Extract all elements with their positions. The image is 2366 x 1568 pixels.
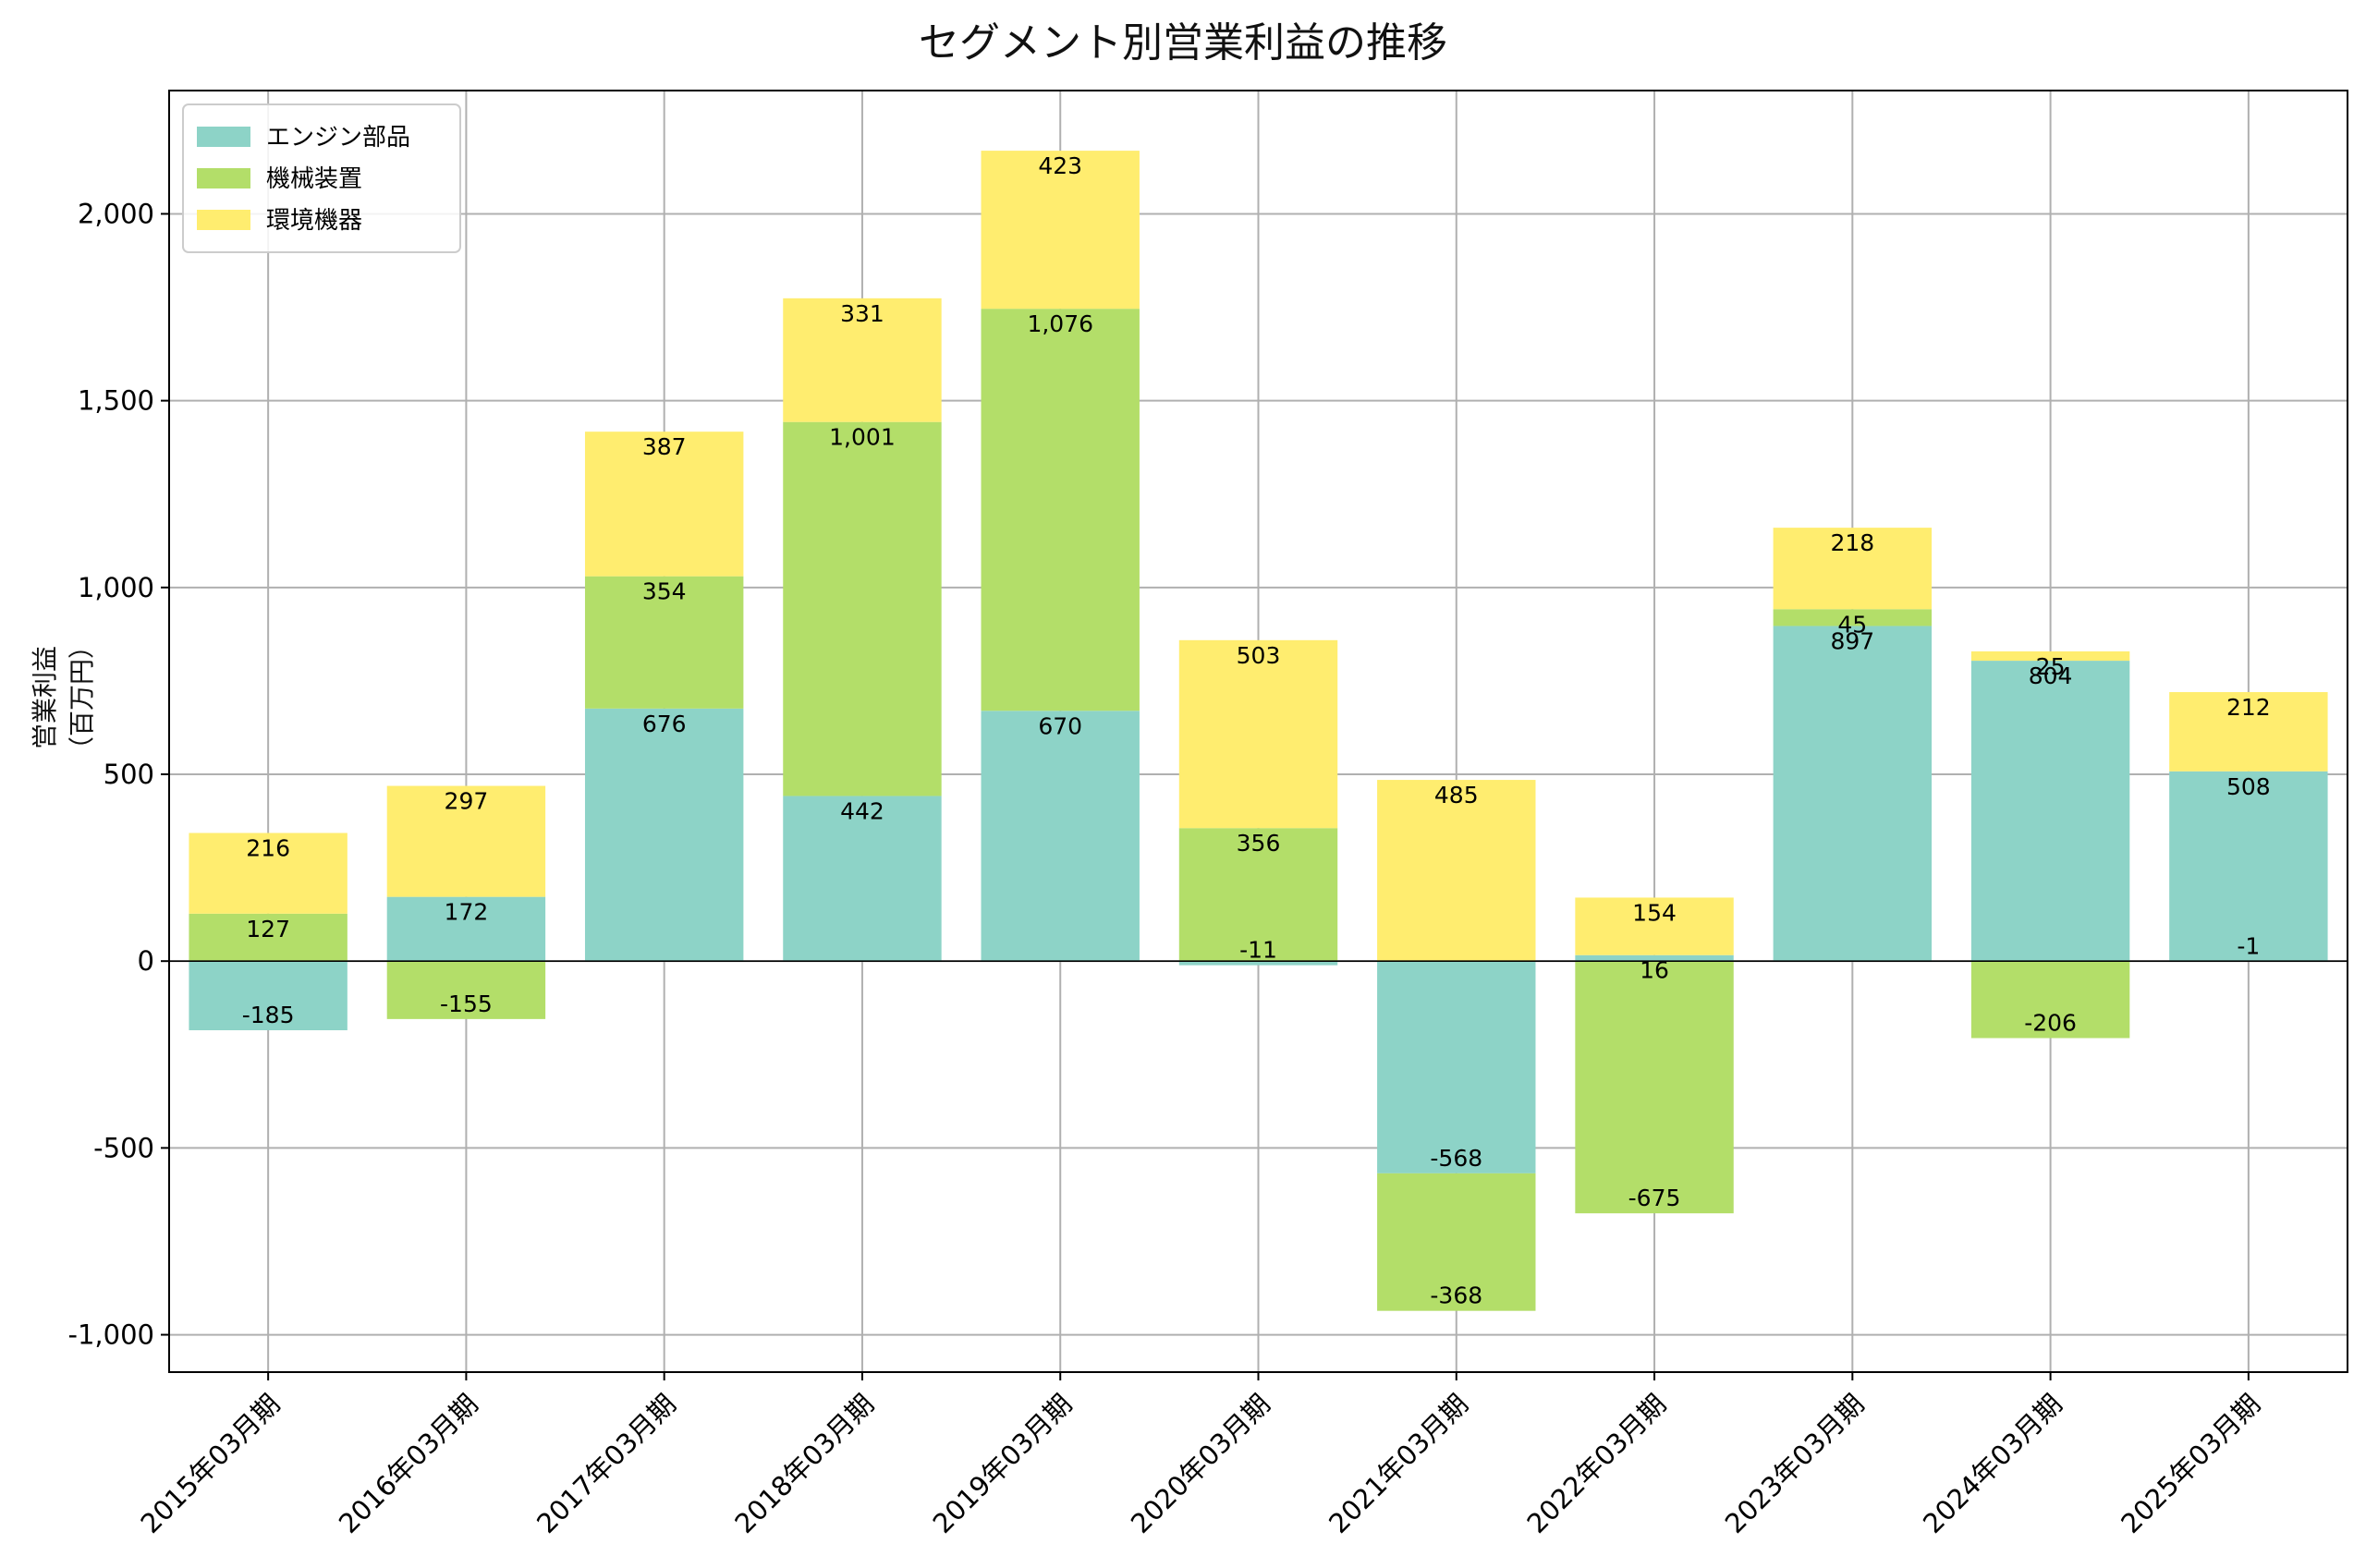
bars (189, 151, 2328, 1311)
bar-0-1 (386, 896, 546, 962)
data-label-1-3: 1,001 (829, 424, 896, 451)
bar-1-2 (584, 576, 744, 709)
bar-0-3 (783, 796, 942, 962)
y-tick-label: 500 (104, 759, 154, 790)
bar-1-9 (1970, 961, 2130, 1039)
legend-label-0: エンジン部品 (266, 124, 410, 152)
bar-2-6 (1377, 780, 1536, 962)
bar-2-2 (584, 432, 744, 577)
data-label-2-0: 216 (246, 834, 290, 861)
x-tick-label: 2016年03月期 (333, 1388, 484, 1539)
data-label-2-6: 485 (1434, 782, 1479, 808)
bar-2-10 (2169, 692, 2328, 772)
data-label-0-1: 172 (445, 899, 489, 926)
bar-2-5 (1178, 639, 1338, 829)
data-label-0-5: -11 (1239, 937, 1277, 964)
y-tick-label: 2,000 (78, 198, 154, 229)
legend-swatch-0 (197, 127, 250, 147)
x-tick-label: 2020年03月期 (1125, 1388, 1276, 1539)
bar-1-7 (1575, 961, 1734, 1214)
x-tick-label: 2015年03月期 (135, 1388, 287, 1539)
bar-1-0 (189, 913, 348, 962)
y-tick-label: -500 (93, 1132, 154, 1163)
bar-2-8 (1773, 528, 1933, 610)
data-label-2-1: 297 (445, 788, 489, 815)
bar-1-5 (1178, 828, 1338, 962)
data-label-1-10: -1 (2237, 933, 2260, 960)
bar-1-3 (783, 421, 942, 796)
data-label-0-2: 676 (642, 711, 687, 737)
x-tick-label: 2018年03月期 (728, 1388, 880, 1539)
chart-title: セグメント別営業利益の推移 (919, 19, 1447, 67)
bar-0-7 (1575, 954, 1734, 962)
y-tick-label: 0 (138, 945, 154, 977)
x-tick-label: 2022年03月期 (1520, 1388, 1672, 1539)
data-label-1-4: 1,076 (1027, 310, 1093, 337)
y-tick-label: 1,000 (78, 572, 154, 603)
data-label-0-10: 508 (2226, 773, 2271, 800)
data-label-0-7: 16 (1640, 957, 1669, 984)
bar-2-3 (783, 298, 942, 422)
bar-0-2 (584, 708, 744, 962)
bar-2-4 (981, 151, 1140, 310)
bar-2-1 (386, 785, 546, 897)
bar-1-4 (981, 309, 1140, 711)
data-label-0-0: -185 (242, 1002, 295, 1028)
bar-0-6 (1377, 961, 1536, 1173)
bar-0-0 (189, 961, 348, 1030)
x-tick-label: 2023年03月期 (1719, 1388, 1871, 1539)
data-label-1-2: 354 (642, 578, 687, 605)
x-tick-label: 2025年03月期 (2115, 1388, 2266, 1539)
bar-0-9 (1970, 661, 2130, 962)
data-label-2-8: 218 (1830, 529, 1874, 556)
data-label-0-6: -568 (1430, 1145, 1482, 1172)
x-tick-label: 2017年03月期 (531, 1388, 682, 1539)
data-label-1-0: 127 (246, 916, 290, 942)
data-label-1-1: -155 (440, 991, 493, 1017)
bar-0-5 (1178, 961, 1338, 966)
data-label-2-10: 212 (2226, 694, 2271, 721)
data-label-0-9: 804 (2029, 662, 2073, 689)
bar-0-4 (981, 711, 1140, 962)
data-label-2-2: 387 (642, 433, 687, 460)
data-label-0-3: 442 (840, 797, 884, 824)
x-tick-label: 2024年03月期 (1917, 1388, 2068, 1539)
bar-2-9 (1970, 650, 2130, 662)
data-label-2-4: 423 (1038, 152, 1082, 179)
x-tick-label: 2021年03月期 (1323, 1388, 1474, 1539)
legend-label-1: 機械装置 (266, 165, 362, 193)
data-label-1-5: 356 (1237, 830, 1281, 857)
legend-box (182, 103, 461, 253)
bar-0-8 (1773, 626, 1933, 962)
data-label-1-9: -206 (2024, 1009, 2077, 1036)
bar-1-6 (1377, 1173, 1536, 1311)
y-tick-label: -1,000 (68, 1319, 155, 1351)
legend-label-2: 環境機器 (266, 207, 362, 235)
data-label-2-3: 331 (840, 300, 884, 327)
legend-swatch-1 (197, 168, 250, 188)
y-tick-label: 1,500 (78, 385, 154, 417)
bar-2-0 (189, 833, 348, 914)
bar-value-labels: -185 127 216 172 -155 297 676 354 387 442 1,001 331… (242, 152, 2271, 1309)
data-label-0-4: 670 (1038, 712, 1082, 739)
data-label-1-7: -675 (1628, 1185, 1681, 1211)
data-label-2-9: 25 (2036, 653, 2066, 680)
data-label-1-6: -368 (1430, 1282, 1482, 1309)
legend-swatch-2 (197, 210, 250, 230)
data-label-2-5: 503 (1237, 642, 1281, 669)
bar-0-10 (2169, 771, 2328, 962)
data-label-1-8: 45 (1837, 611, 1867, 638)
bar-1-8 (1773, 609, 1933, 626)
x-tick-label: 2019年03月期 (927, 1388, 1079, 1539)
bar-2-7 (1575, 897, 1734, 955)
data-label-0-8: 897 (1830, 627, 1874, 654)
bar-1-1 (386, 961, 546, 1019)
data-label-2-7: 154 (1632, 899, 1677, 926)
